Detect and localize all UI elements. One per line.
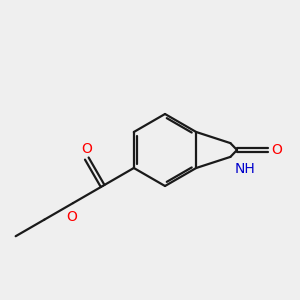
Text: NH: NH: [234, 162, 255, 176]
Text: O: O: [271, 143, 282, 157]
Text: O: O: [81, 142, 92, 156]
Text: O: O: [66, 210, 77, 224]
